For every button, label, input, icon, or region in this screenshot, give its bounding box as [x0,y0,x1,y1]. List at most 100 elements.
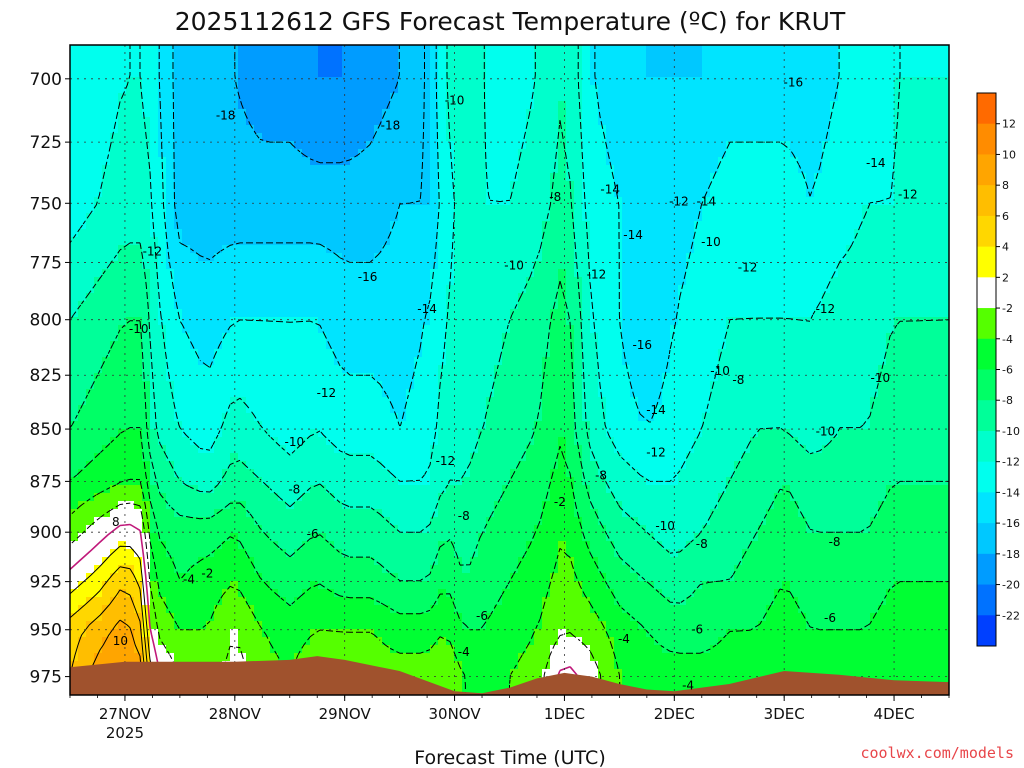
field-cell [134,549,143,558]
field-cell [326,109,335,118]
field-cell [190,285,199,294]
field-cell [198,405,207,414]
field-cell [174,93,183,102]
field-cell [390,509,399,518]
field-cell [214,165,223,174]
field-cell [462,253,471,262]
field-cell [318,197,327,206]
field-cell [270,253,279,262]
field-cell [446,381,455,390]
field-cell [126,477,135,486]
field-cell [158,541,167,550]
field-cell [214,637,223,646]
field-cell [302,189,311,198]
field-cell [86,269,95,278]
field-cell [238,485,247,494]
field-cell [518,525,527,534]
field-cell [246,549,255,558]
field-cell [358,109,367,118]
field-cell [78,53,87,62]
field-cell [134,309,143,318]
field-cell [310,285,319,294]
field-cell [262,333,271,342]
field-cell [206,453,215,462]
field-cell [398,629,407,638]
field-cell [86,245,95,254]
field-cell [534,661,543,670]
field-cell [182,341,191,350]
field-cell [230,189,239,198]
field-cell [302,541,311,550]
field-cell [414,589,423,598]
field-cell [158,125,167,134]
field-cell [254,437,263,446]
field-cell [278,445,287,454]
field-cell [214,77,223,86]
field-cell [198,365,207,374]
field-cell [326,117,335,126]
field-cell [86,213,95,222]
field-cell [470,125,479,134]
field-cell [326,221,335,230]
field-cell [110,53,119,62]
field-cell [118,157,127,166]
field-cell [446,325,455,334]
field-cell [486,469,495,478]
field-cell [278,213,287,222]
field-cell [102,397,111,406]
field-cell [550,621,559,630]
field-cell [102,517,111,526]
field-cell [382,261,391,270]
field-cell [102,125,111,134]
field-cell [462,341,471,350]
field-cell [542,85,551,94]
field-cell [534,357,543,366]
field-cell [478,621,487,630]
field-cell [118,261,127,270]
field-cell [358,613,367,622]
field-cell [326,45,335,54]
field-cell [270,165,279,174]
field-cell [342,333,351,342]
field-cell [262,253,271,262]
field-cell [438,613,447,622]
field-cell [278,325,287,334]
field-cell [438,405,447,414]
field-cell [326,565,335,574]
field-cell [494,293,503,302]
field-cell [286,69,295,78]
field-cell [502,549,511,558]
field-cell [118,61,127,70]
field-cell [278,413,287,422]
field-cell [366,53,375,62]
field-cell [342,629,351,638]
field-cell [526,45,535,54]
field-cell [182,573,191,582]
field-cell [342,109,351,118]
field-cell [518,533,527,542]
field-cell [142,309,151,318]
field-cell [254,229,263,238]
field-cell [414,373,423,382]
field-cell [454,277,463,286]
field-cell [158,581,167,590]
field-cell [526,365,535,374]
field-cell [270,173,279,182]
field-cell [414,565,423,574]
field-cell [150,77,159,86]
field-cell [550,605,559,614]
field-cell [422,613,431,622]
field-cell [158,389,167,398]
field-cell [478,365,487,374]
field-cell [318,309,327,318]
field-cell [238,269,247,278]
field-cell [334,565,343,574]
field-cell [278,181,287,190]
field-cell [270,221,279,230]
field-cell [270,493,279,502]
field-cell [478,653,487,662]
field-cell [158,237,167,246]
field-cell [366,501,375,510]
field-cell [494,133,503,142]
field-cell [94,181,103,190]
